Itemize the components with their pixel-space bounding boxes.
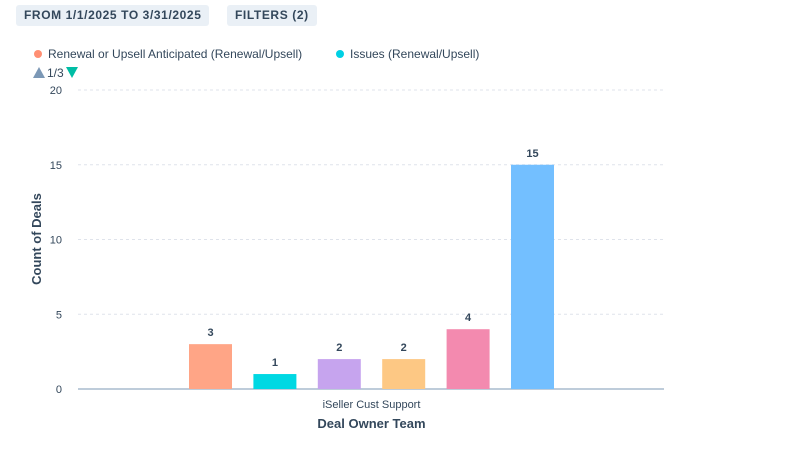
filters-button[interactable]: FILTERS (2): [227, 5, 317, 26]
legend-next-page-icon[interactable]: [65, 67, 78, 78]
y-tick-label: 20: [50, 85, 62, 97]
data-label: 2: [401, 342, 407, 354]
y-axis-title: Count of Deals: [29, 193, 44, 285]
y-tick-label: 0: [56, 384, 62, 396]
data-label: 4: [465, 312, 472, 324]
y-tick-label: 5: [56, 309, 62, 321]
bar[interactable]: [511, 164, 554, 389]
x-axis-title: Deal Owner Team: [317, 416, 425, 431]
legend-item-issues[interactable]: Issues (Renewal/Upsell): [336, 47, 479, 61]
legend-swatch: [336, 50, 344, 58]
legend-label: Renewal or Upsell Anticipated (Renewal/U…: [48, 47, 303, 61]
x-tick-label: iSeller Cust Support: [323, 399, 421, 411]
legend-pager: 1/3: [33, 66, 78, 80]
date-range-filter[interactable]: FROM 1/1/2025 TO 3/31/2025: [16, 5, 210, 26]
legend-page-indicator: 1/3: [47, 66, 64, 80]
bar[interactable]: [189, 344, 232, 389]
y-tick-label: 10: [50, 235, 62, 247]
legend-label: Issues (Renewal/Upsell): [350, 47, 480, 61]
data-label: 15: [526, 148, 538, 160]
bar[interactable]: [253, 374, 297, 389]
bar[interactable]: [382, 359, 426, 389]
data-label: 2: [336, 342, 342, 354]
y-tick-label: 15: [50, 160, 62, 172]
legend-prev-page-icon[interactable]: [33, 67, 45, 78]
data-label: 1: [272, 357, 278, 369]
data-label: 3: [207, 327, 213, 339]
bar[interactable]: [317, 359, 361, 389]
bar[interactable]: [446, 329, 490, 389]
legend-swatch: [34, 50, 42, 58]
legend-item-renewal-upsell[interactable]: Renewal or Upsell Anticipated (Renewal/U…: [34, 47, 302, 61]
